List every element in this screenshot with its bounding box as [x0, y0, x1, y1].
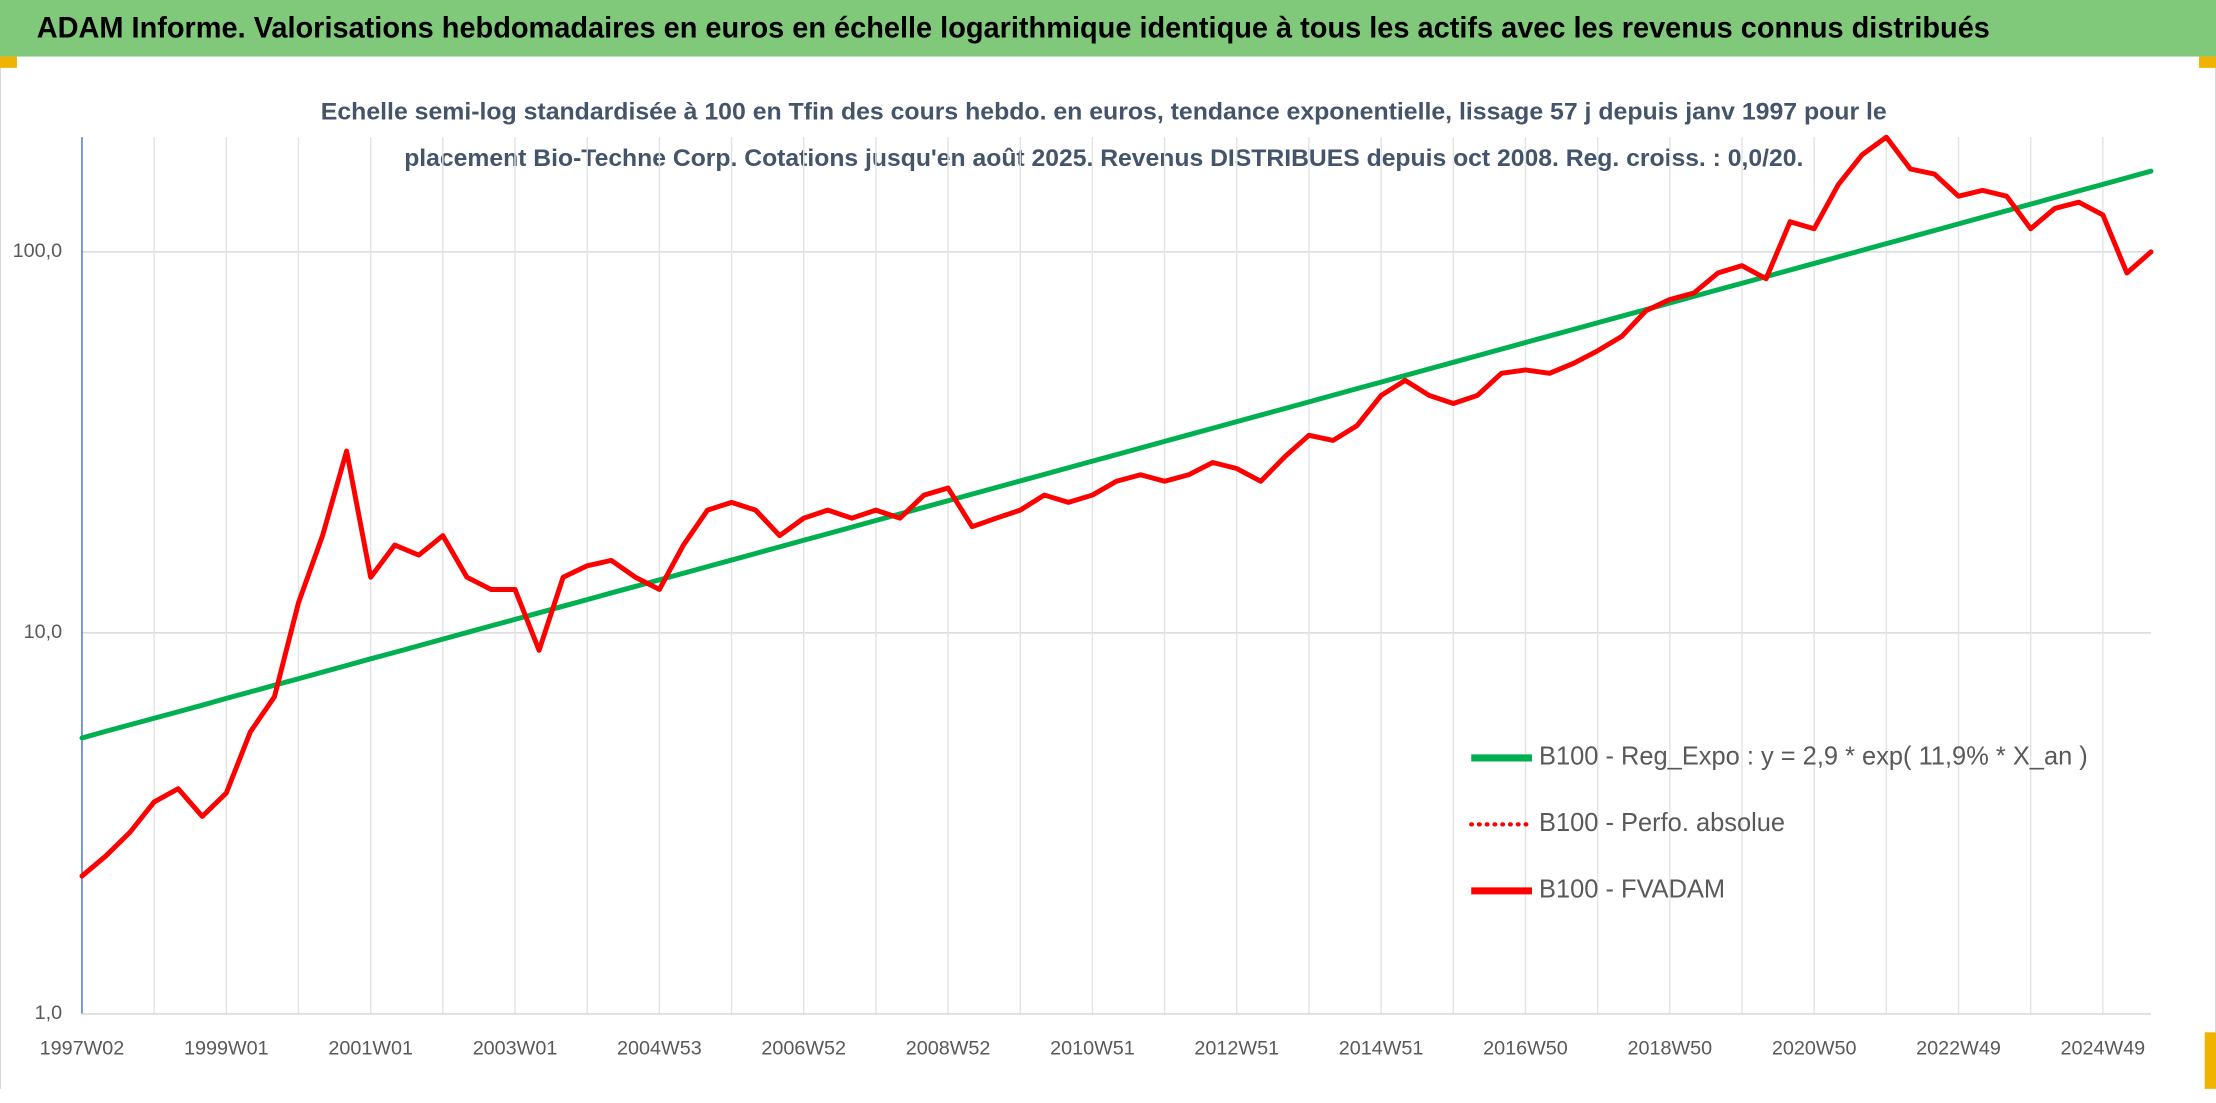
x-tick-label: 2012W51	[1194, 1037, 1279, 1059]
x-tick-label: 2008W52	[906, 1037, 991, 1059]
footer	[0, 1088, 2216, 1103]
x-tick-label: 2003W01	[473, 1037, 558, 1059]
legend-label: B100 - FVADAM	[1539, 876, 1725, 904]
x-tick-label: 2020W50	[1772, 1037, 1857, 1059]
y-tick-label: 10,0	[24, 621, 63, 643]
x-tick-label: 2004W53	[617, 1037, 702, 1059]
x-tick-label: 2016W50	[1483, 1037, 1568, 1059]
series-line	[79, 134, 2154, 879]
y-tick-label: 100,0	[13, 240, 63, 262]
chart-subtitle: placement Bio-Techne Corp. Cotations jus…	[404, 145, 1803, 172]
legend: B100 - Reg_Expo : y = 2,9 * exp( 11,9% *…	[1469, 743, 2088, 904]
x-tick-label: 2010W51	[1050, 1037, 1135, 1059]
grid: 1,0 10,0 100,0 1997W02 1999W01 2001W01 2003W01…	[13, 137, 2151, 1060]
chart-title: ADAM Informe. Valorisations hebdomadaire…	[37, 12, 1990, 45]
x-tick-label: 2014W51	[1339, 1037, 1424, 1059]
x-tick-label: 2024W49	[2061, 1037, 2146, 1059]
header-bar	[0, 0, 2216, 57]
x-tick-label: 1997W02	[40, 1037, 125, 1059]
legend-label: B100 - Perfo. absolue	[1539, 809, 1785, 837]
corner-mark	[2204, 1032, 2216, 1103]
plot-area	[79, 134, 2154, 879]
corner-mark	[2199, 56, 2216, 68]
x-tick-label: 2018W50	[1627, 1037, 1712, 1059]
y-tick-label: 1,0	[35, 1002, 62, 1024]
x-tick-label: 2001W01	[328, 1037, 413, 1059]
corner-mark	[0, 56, 17, 68]
series-line	[79, 168, 2154, 741]
x-tick-label: 2006W52	[761, 1037, 846, 1059]
legend-label: B100 - Reg_Expo : y = 2,9 * exp( 11,9% *…	[1539, 743, 2088, 771]
chart-subtitle: Echelle semi-log standardisée à 100 en T…	[321, 98, 1887, 125]
x-tick-label: 1999W01	[184, 1037, 269, 1059]
x-tick-label: 2022W49	[1916, 1037, 2001, 1059]
